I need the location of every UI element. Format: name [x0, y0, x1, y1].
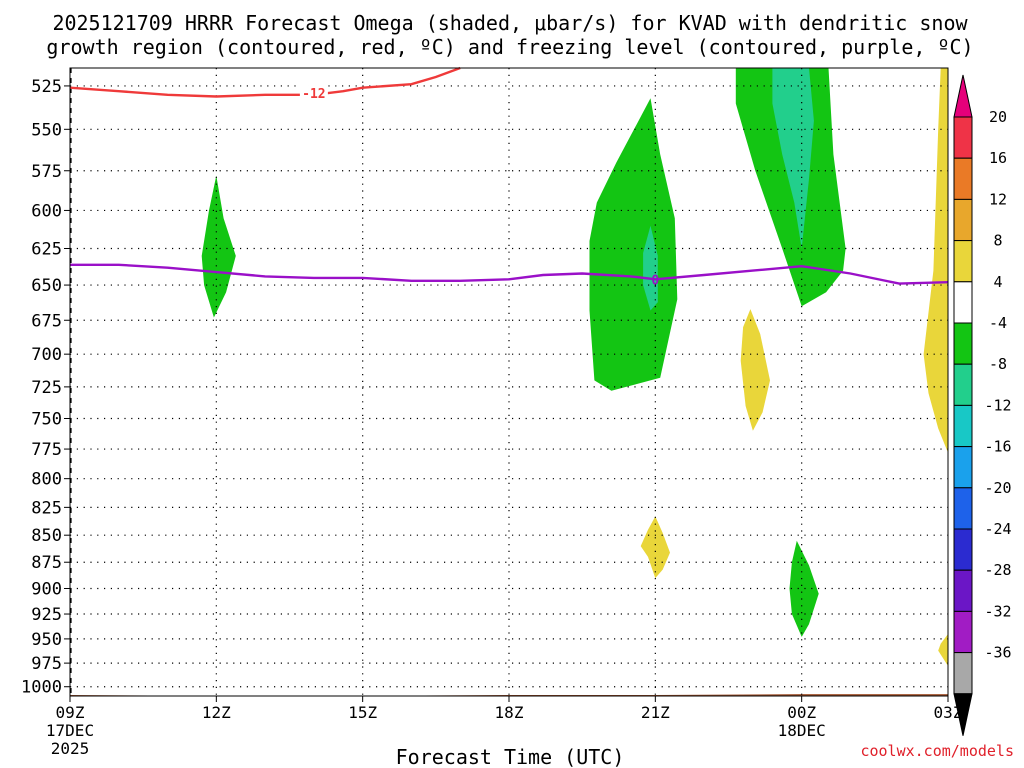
colorbar-bin-9	[953, 487, 973, 530]
ytick-label-700: 700	[31, 345, 62, 365]
colorbar-bin-4	[953, 281, 973, 324]
colorbar-bin-6	[953, 363, 973, 406]
colorbar-bin-7	[953, 404, 973, 448]
ytick-label-750: 750	[31, 409, 62, 429]
omega-area-green-cell-00z-low	[789, 540, 819, 637]
omega-shading	[201, 68, 948, 666]
ytick-label-725: 725	[31, 378, 62, 398]
ytick-label-950: 950	[31, 630, 62, 650]
ytick-label-600: 600	[31, 201, 62, 221]
grid-lines	[70, 68, 948, 696]
ytick-label-975: 975	[31, 654, 62, 674]
ytick-label-1000: 1000	[21, 678, 62, 698]
freezing-level-line	[70, 263, 949, 285]
x-axis-label: Forecast Time (UTC)	[396, 745, 625, 768]
ytick-label-675: 675	[31, 311, 62, 331]
ytick-label-625: 625	[31, 239, 62, 259]
credit-text: coolwx.com/models	[860, 742, 1014, 760]
ytick-label-850: 850	[31, 526, 62, 546]
xtick-label-00Z: 00Z	[787, 703, 816, 722]
xtick-year-09Z: 2025	[51, 739, 90, 758]
xtick-date-00Z: 18DEC	[778, 721, 826, 740]
colorbar-bin-2	[953, 198, 973, 242]
y-axis-pressure: 525 550 575 600 625 650 675 700 725 750 775 800 825 8…	[21, 77, 70, 698]
ytick-label-925: 925	[31, 605, 62, 625]
xtick-label-03Z: 03Z	[934, 703, 963, 722]
dgz-contour-label: -12	[302, 87, 325, 102]
ytick-label-525: 525	[31, 77, 62, 97]
colorbar-label-0: 20	[989, 108, 1007, 126]
contour-lines: -12 0	[69, 66, 949, 288]
ytick-label-875: 875	[31, 553, 62, 573]
colorbar-label-1: 16	[989, 149, 1007, 167]
colorbar-label-9: -20	[984, 479, 1011, 497]
colorbar-label-2: 12	[989, 190, 1007, 208]
colorbar-bin-1	[953, 157, 973, 200]
colorbar-label-7: -12	[984, 396, 1011, 414]
ytick-label-550: 550	[31, 120, 62, 140]
xtick-label-18Z: 18Z	[495, 703, 524, 722]
ytick-label-775: 775	[31, 440, 62, 460]
omega-area-yellow-strip-03z	[923, 68, 948, 453]
ytick-label-800: 800	[31, 470, 62, 490]
dgz-contour-line	[69, 66, 461, 98]
dgz-label-bg	[299, 85, 328, 101]
ytick-label-575: 575	[31, 162, 62, 182]
colorbar-bin-3	[953, 240, 973, 283]
colorbar: 20 16 12 8 4 -4 -8 -12 -16 -20 -24 -28 -32 -36	[953, 74, 1012, 736]
xtick-label-21Z: 21Z	[641, 703, 670, 722]
colorbar-bin-13	[953, 652, 973, 695]
xtick-label-15Z: 15Z	[348, 703, 377, 722]
omega-area-green-cell-21z	[589, 98, 678, 391]
colorbar-label-13: -36	[984, 644, 1011, 662]
colorbar-label-12: -32	[984, 602, 1011, 620]
colorbar-label-8: -16	[984, 438, 1011, 456]
colorbar-label-10: -24	[984, 520, 1011, 538]
colorbar-bin-10	[953, 528, 973, 571]
ytick-label-825: 825	[31, 498, 62, 518]
colorbar-bin-5	[953, 322, 973, 365]
ytick-label-900: 900	[31, 579, 62, 599]
colorbar-bin-12	[953, 610, 973, 654]
omega-area-yellow-cell-2230z	[740, 309, 770, 431]
omega-area-green-cell-12z	[201, 175, 236, 318]
omega-area-teal-core-00z	[772, 68, 814, 249]
chart-title-line-2: growth region (contoured, red, ºC) and f…	[46, 35, 973, 59]
colorbar-label-4: 4	[993, 273, 1002, 291]
colorbar-label-3: 8	[993, 232, 1002, 250]
omega-area-teal-core-21z	[643, 225, 658, 311]
colorbar-label-5: -4	[989, 314, 1007, 332]
colorbar-label-6: -8	[989, 355, 1007, 373]
xtick-date-09Z: 17DEC	[46, 721, 94, 740]
xtick-label-09Z: 09Z	[56, 703, 85, 722]
ytick-label-650: 650	[31, 276, 62, 296]
colorbar-bin-8	[953, 446, 973, 489]
colorbar-bottom-triangle	[953, 693, 973, 736]
colorbar-top-triangle	[953, 74, 973, 118]
colorbar-bin-11	[953, 569, 973, 612]
xtick-label-12Z: 12Z	[202, 703, 231, 722]
colorbar-bin-0	[953, 116, 973, 159]
chart-title-line-1: 2025121709 HRRR Forecast Omega (shaded, …	[52, 11, 968, 35]
freezing-level-label: 0	[651, 273, 659, 288]
omega-area-yellow-cell-21z-low	[640, 516, 670, 579]
omega-area-yellow-blob-0245z	[938, 634, 948, 666]
colorbar-label-11: -28	[984, 561, 1011, 579]
